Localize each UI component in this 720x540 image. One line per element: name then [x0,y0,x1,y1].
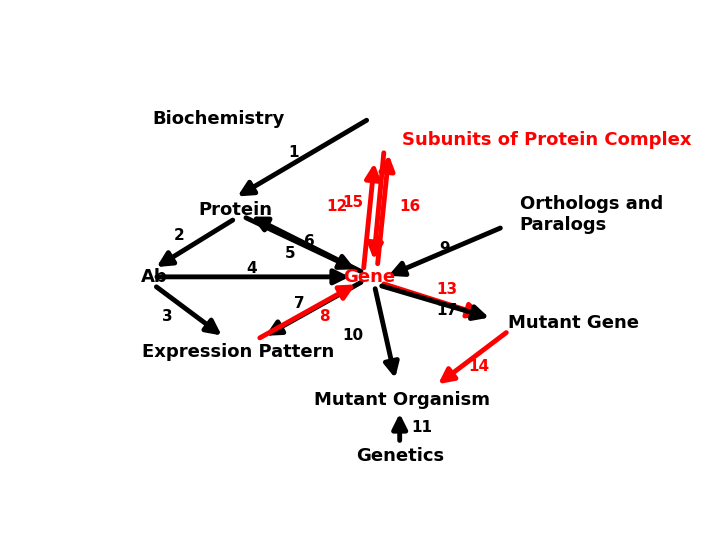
Text: Gene: Gene [343,268,395,286]
Text: 7: 7 [294,296,305,312]
Text: 11: 11 [411,420,432,435]
Text: 15: 15 [342,194,364,210]
Text: 8: 8 [319,309,330,324]
Text: 13: 13 [436,282,458,297]
Text: 16: 16 [400,199,421,214]
Text: Protein: Protein [198,201,272,219]
Text: 2: 2 [174,228,185,243]
Text: 10: 10 [342,328,364,342]
Text: 17: 17 [436,302,458,318]
Text: 14: 14 [468,359,489,374]
Text: 6: 6 [304,234,315,249]
Text: 5: 5 [284,246,295,261]
Text: Ab: Ab [141,268,168,286]
Text: Biochemistry: Biochemistry [152,110,284,128]
Text: 4: 4 [246,261,257,276]
Text: 3: 3 [162,309,173,324]
Text: 12: 12 [327,199,348,214]
Text: 1: 1 [289,145,300,160]
Text: Mutant Organism: Mutant Organism [315,390,490,409]
Text: 9: 9 [439,241,450,256]
Text: Expression Pattern: Expression Pattern [142,343,334,361]
Text: Genetics: Genetics [356,447,444,464]
Text: Orthologs and
Paralogs: Orthologs and Paralogs [520,195,663,234]
Text: Subunits of Protein Complex: Subunits of Protein Complex [402,131,692,149]
Text: Mutant Gene: Mutant Gene [508,314,639,332]
